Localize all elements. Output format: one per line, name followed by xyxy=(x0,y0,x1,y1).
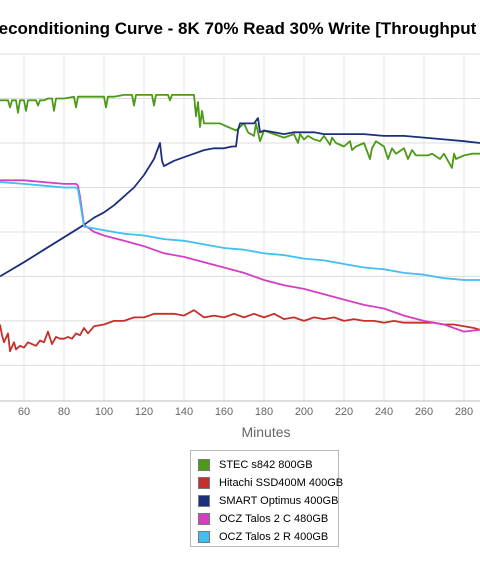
x-tick-label: 80 xyxy=(58,406,70,418)
plot-series xyxy=(0,94,480,353)
legend-label: SMART Optimus 400GB xyxy=(219,495,339,507)
series-line-4 xyxy=(0,179,480,333)
x-tick-label: 160 xyxy=(215,406,233,418)
legend-item: OCZ Talos 2 C 480GB xyxy=(198,512,328,526)
x-tick-label: 260 xyxy=(415,406,433,418)
series-line-2 xyxy=(0,309,480,353)
chart-legend: STEC s842 800GB Hitachi SSD400M 400GB SMAR… xyxy=(190,450,343,547)
x-tick-label: 240 xyxy=(375,406,393,418)
legend-item: OCZ Talos 2 R 400GB xyxy=(198,530,328,544)
legend-item: SMART Optimus 400GB xyxy=(198,494,338,508)
x-axis: 60 80 100 120 140 160 180 200 220 240 260 280 xyxy=(0,400,480,418)
x-axis-title: Minutes xyxy=(241,424,290,440)
x-tick-label: 180 xyxy=(255,406,273,418)
x-tick-label: 220 xyxy=(335,406,353,418)
legend-swatch xyxy=(198,477,210,489)
x-tick-label: 60 xyxy=(18,406,30,418)
x-tick-label: 200 xyxy=(295,406,313,418)
legend-item: Hitachi SSD400M 400GB xyxy=(198,476,343,490)
series-line-3 xyxy=(0,117,480,278)
chart-title: reconditioning Curve - 8K 70% Read 30% W… xyxy=(0,19,477,38)
x-tick-label: 120 xyxy=(135,406,153,418)
x-tick-label: 100 xyxy=(95,406,113,418)
legend-label: OCZ Talos 2 R 400GB xyxy=(219,531,329,543)
legend-swatch xyxy=(198,459,210,471)
legend-label: STEC s842 800GB xyxy=(219,459,313,471)
legend-swatch xyxy=(198,513,210,525)
x-tick-label: 140 xyxy=(175,406,193,418)
gridlines xyxy=(0,53,480,401)
legend-item: STEC s842 800GB xyxy=(198,458,313,472)
x-tick-label: 280 xyxy=(455,406,473,418)
legend-label: OCZ Talos 2 C 480GB xyxy=(219,513,329,525)
legend-swatch xyxy=(198,531,210,543)
legend-swatch xyxy=(198,495,210,507)
series-line-5 xyxy=(0,181,480,281)
legend-label: Hitachi SSD400M 400GB xyxy=(219,477,344,489)
series-line-1 xyxy=(0,94,480,169)
